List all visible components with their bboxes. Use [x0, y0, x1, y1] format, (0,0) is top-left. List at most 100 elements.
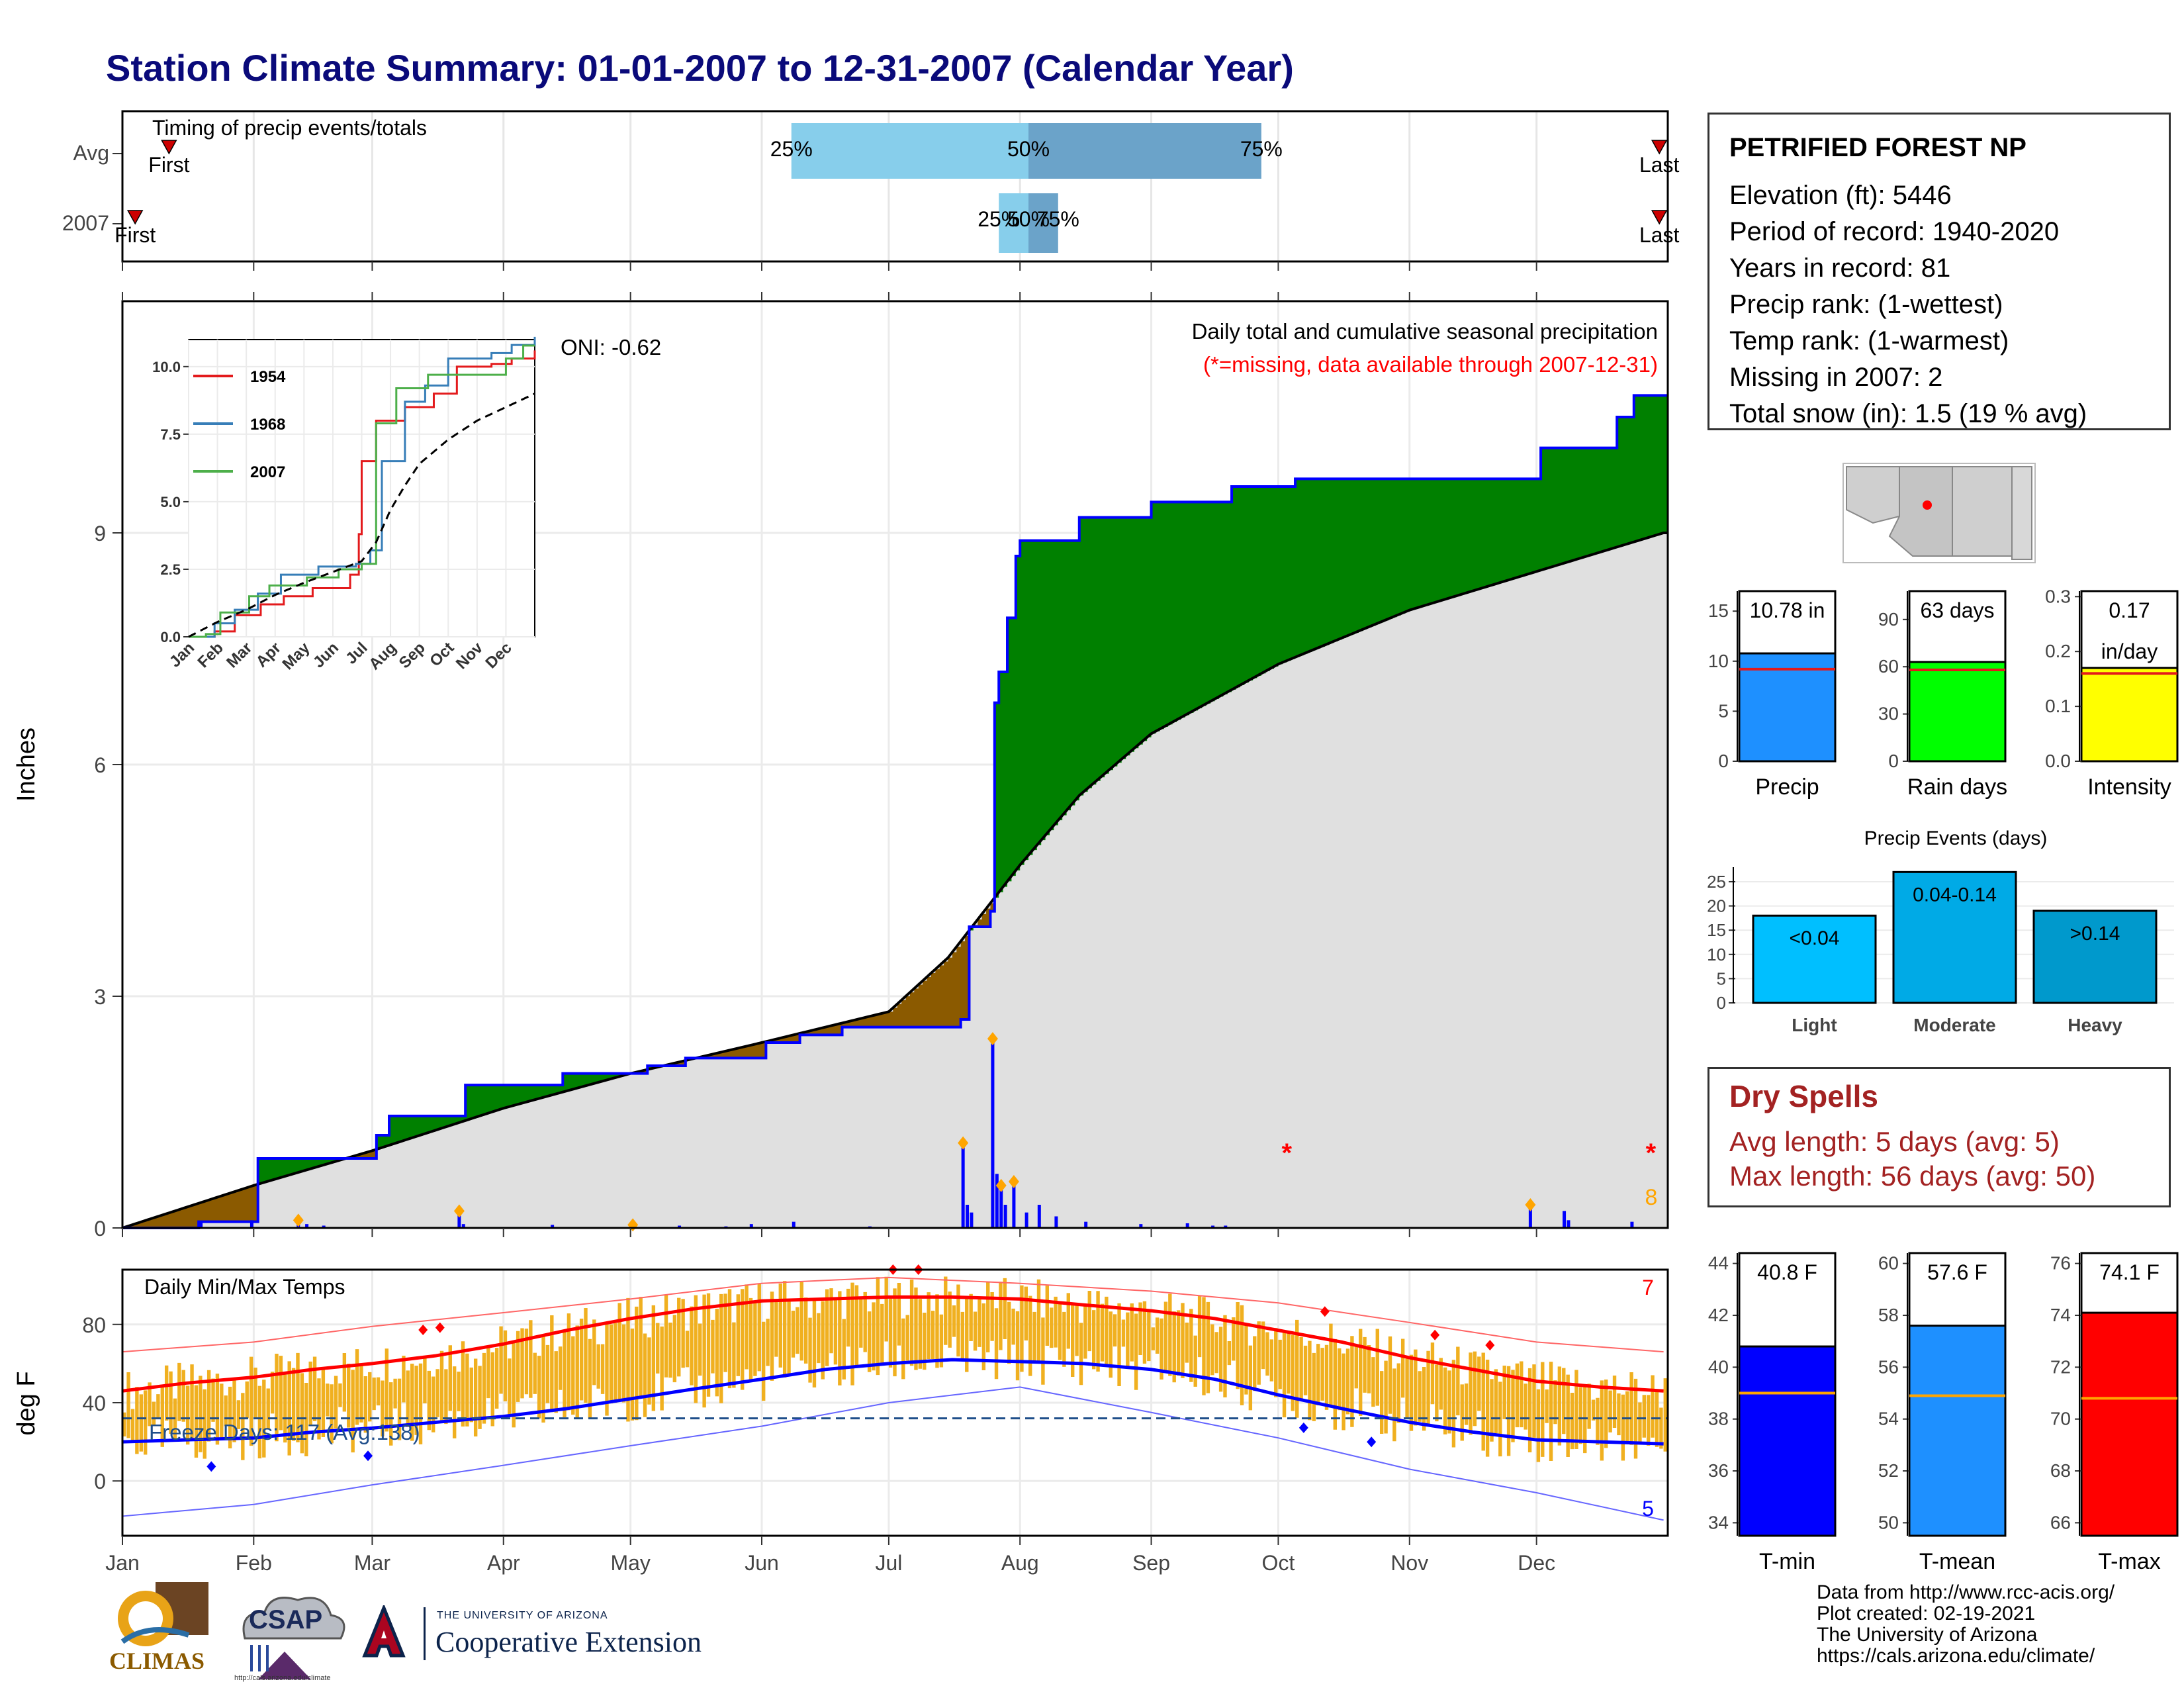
daily-precip-bar: [1185, 1223, 1189, 1228]
tmean-summary-bar: [1908, 1325, 2007, 1537]
precip-title: Daily total and cumulative seasonal prec…: [1192, 319, 1658, 344]
station-missing: Missing in 2007: 2: [1729, 363, 1943, 392]
precip-summary-ytick-label: 15: [1708, 600, 1729, 621]
missing-data-mark: *: [1646, 1139, 1657, 1168]
daily-precip-bar: [322, 1225, 326, 1228]
timing-p25-label: 25%: [770, 137, 813, 161]
precip-ylabel: Inches: [13, 727, 40, 802]
record-high-count: 7: [1642, 1276, 1654, 1299]
credit-url: https://cals.arizona.edu/climate/: [1817, 1645, 2095, 1667]
daily-precip-bar: [995, 1174, 999, 1228]
timing-title: Timing of precip events/totals: [152, 116, 427, 140]
daily-precip-bar: [970, 1212, 974, 1228]
dry-spells-box: Dry Spells Avg length: 5 days (avg: 5) M…: [1707, 1067, 2171, 1207]
timing-row-label: 2007: [62, 211, 109, 235]
freeze-days-label: Freeze Days: 117 (Avg:138): [149, 1420, 420, 1444]
events-bar-value: 0.04-0.14: [1913, 884, 1997, 906]
ua-logo-separator: [424, 1607, 426, 1660]
precip-panel-border: [121, 300, 1669, 1229]
daily-precip-bar: [1563, 1211, 1567, 1228]
large-event-diamond-icon: [987, 1032, 998, 1046]
temps-ytick-label: 40: [82, 1391, 106, 1415]
inset-ytick-label: 10.0: [152, 359, 181, 375]
precip-summary-ytick-label: 5: [1718, 700, 1729, 721]
record-max-line: [122, 1276, 1664, 1353]
tmin-summary-ytick-label: 44: [1708, 1253, 1729, 1274]
inset-legend-label: 2007: [250, 463, 285, 481]
large-event-diamond-icon: [958, 1136, 969, 1150]
events-ytick-label: 15: [1707, 920, 1726, 940]
intensity-summary-ytick-label: 0.2: [2045, 641, 2071, 661]
timing-panel-border: [121, 110, 1669, 263]
events-category-label: Moderate: [1913, 1015, 1995, 1035]
precip-summary-value-label: 10.78 in: [1750, 598, 1825, 622]
ua-small-text: THE UNIVERSITY OF ARIZONA: [437, 1610, 608, 1621]
record-high-diamond-icon: [1430, 1329, 1440, 1340]
csap-logo: CSAP http://cals.arizona.edu/climate: [232, 1592, 351, 1685]
tmin-summary-value-label: 40.8 F: [1757, 1260, 1817, 1284]
intensity-summary-ytick-label: 0.3: [2045, 586, 2071, 606]
daily-precip-bar: [1630, 1221, 1634, 1228]
credit-plot-date: Plot created: 02-19-2021: [1817, 1603, 2036, 1624]
timing-bar-lower-2007: [999, 193, 1029, 253]
events-bar-value: >0.14: [2070, 923, 2120, 945]
map-california: [1846, 466, 1900, 524]
tmean-summary-ytick-label: 56: [1878, 1356, 1899, 1377]
events-ytick-label: 5: [1717, 968, 1726, 988]
daily-precip-bar: [991, 1039, 995, 1228]
events-ytick-label: 20: [1707, 896, 1726, 916]
month-label: Mar: [354, 1551, 390, 1575]
record-min-line: [122, 1386, 1664, 1521]
temps-panel-border: [121, 1268, 1669, 1537]
inset-series-1954: [189, 350, 536, 638]
rain-days-summary-ytick-label: 0: [1888, 751, 1899, 771]
events-bar-moderate: [1892, 870, 2017, 1004]
month-label: Oct: [1262, 1551, 1295, 1575]
station-location-dot-icon: [1923, 500, 1932, 510]
credit-university: The University of Arizona: [1817, 1624, 2038, 1646]
events-bar-value: <0.04: [1790, 927, 1840, 949]
timing-p50-label: 50%: [1007, 137, 1050, 161]
tmean-summary-ytick-label: 54: [1878, 1409, 1899, 1429]
month-label: Dec: [1518, 1551, 1555, 1575]
timing-p75-label: 75%: [1037, 207, 1079, 231]
month-label: Jan: [105, 1551, 140, 1575]
daily-precip-bar: [305, 1224, 309, 1228]
observed-cumulative-line: [122, 394, 1668, 1229]
record-high-diamond-icon: [1320, 1306, 1330, 1317]
last-marker-icon: [1651, 210, 1668, 225]
avg-cumulative-line: [122, 532, 1668, 1229]
tmax-summary-ytick-label: 76: [2050, 1253, 2071, 1274]
intensity-summary-label: Intensity: [2087, 774, 2171, 800]
record-low-diamond-icon: [1367, 1436, 1377, 1448]
intensity-summary-ytick-label: 0.1: [2045, 696, 2071, 716]
first-marker-icon: [126, 210, 144, 225]
large-event-diamond-icon: [1525, 1198, 1536, 1211]
inset-legend-label: 1968: [250, 416, 285, 434]
daily-precip-bar: [250, 1220, 253, 1228]
tmax-summary-ytick-label: 66: [2050, 1512, 2071, 1532]
large-event-diamond-icon: [1008, 1175, 1019, 1188]
last-marker-icon: [1651, 140, 1668, 155]
station-temp-rank: Temp rank: (1-warmest): [1729, 326, 2009, 355]
tmin-summary-ytick-label: 36: [1708, 1460, 1729, 1481]
timing-row-label: Avg: [73, 141, 109, 165]
daily-precip-bar: [461, 1224, 465, 1228]
missing-data-mark: *: [1281, 1139, 1292, 1168]
precip-summary-ytick-label: 10: [1708, 651, 1729, 671]
tmin-summary-ytick-label: 38: [1708, 1409, 1729, 1429]
daily-precip-bar: [1037, 1205, 1041, 1228]
avg-cumulative-area: [122, 533, 1668, 1228]
credits: Data from http://www.rcc-acis.org/ Plot …: [1817, 1582, 2115, 1667]
timing-bar-upper-2007: [1028, 193, 1058, 253]
coop-extension-text: Cooperative Extension: [435, 1626, 702, 1658]
credit-data-source: Data from http://www.rcc-acis.org/: [1817, 1581, 2115, 1603]
daily-precip-bar: [199, 1221, 203, 1228]
large-event-diamond-icon: [293, 1213, 304, 1227]
rain-days-summary-value-label: 63 days: [1920, 598, 1994, 622]
precip-summary-bar: [1738, 652, 1837, 763]
precip-summary-label: Precip: [1755, 774, 1819, 800]
tmean-summary-ytick-label: 60: [1878, 1253, 1899, 1274]
daily-precip-bar: [1567, 1220, 1570, 1228]
